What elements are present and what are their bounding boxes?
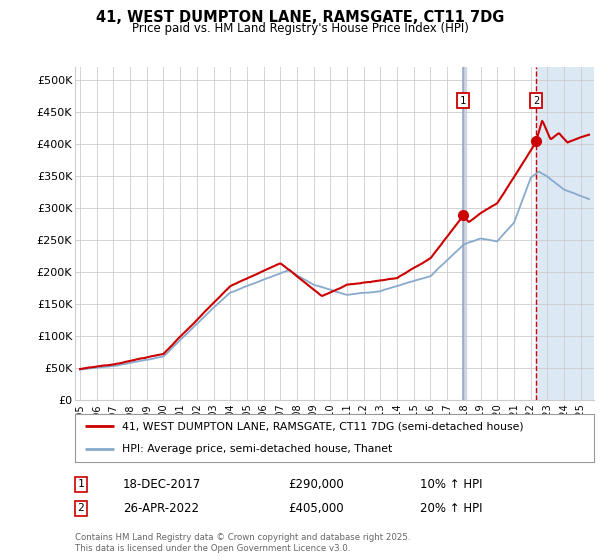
Bar [463,67,466,400]
Text: 2: 2 [77,503,85,514]
Text: 10% ↑ HPI: 10% ↑ HPI [420,478,482,491]
Text: 18-DEC-2017: 18-DEC-2017 [123,478,201,491]
Text: HPI: Average price, semi-detached house, Thanet: HPI: Average price, semi-detached house,… [122,444,392,454]
Text: Contains HM Land Registry data © Crown copyright and database right 2025.
This d: Contains HM Land Registry data © Crown c… [75,533,410,553]
Text: 1: 1 [460,96,466,105]
Text: £405,000: £405,000 [288,502,344,515]
Text: 1: 1 [77,479,85,489]
Text: 20% ↑ HPI: 20% ↑ HPI [420,502,482,515]
Text: £290,000: £290,000 [288,478,344,491]
Text: Price paid vs. HM Land Registry's House Price Index (HPI): Price paid vs. HM Land Registry's House … [131,22,469,35]
Text: 41, WEST DUMPTON LANE, RAMSGATE, CT11 7DG (semi-detached house): 41, WEST DUMPTON LANE, RAMSGATE, CT11 7D… [122,421,523,431]
Bar [536,67,594,400]
Text: 41, WEST DUMPTON LANE, RAMSGATE, CT11 7DG: 41, WEST DUMPTON LANE, RAMSGATE, CT11 7D… [96,10,504,25]
Text: 2: 2 [533,96,539,105]
Text: 26-APR-2022: 26-APR-2022 [123,502,199,515]
